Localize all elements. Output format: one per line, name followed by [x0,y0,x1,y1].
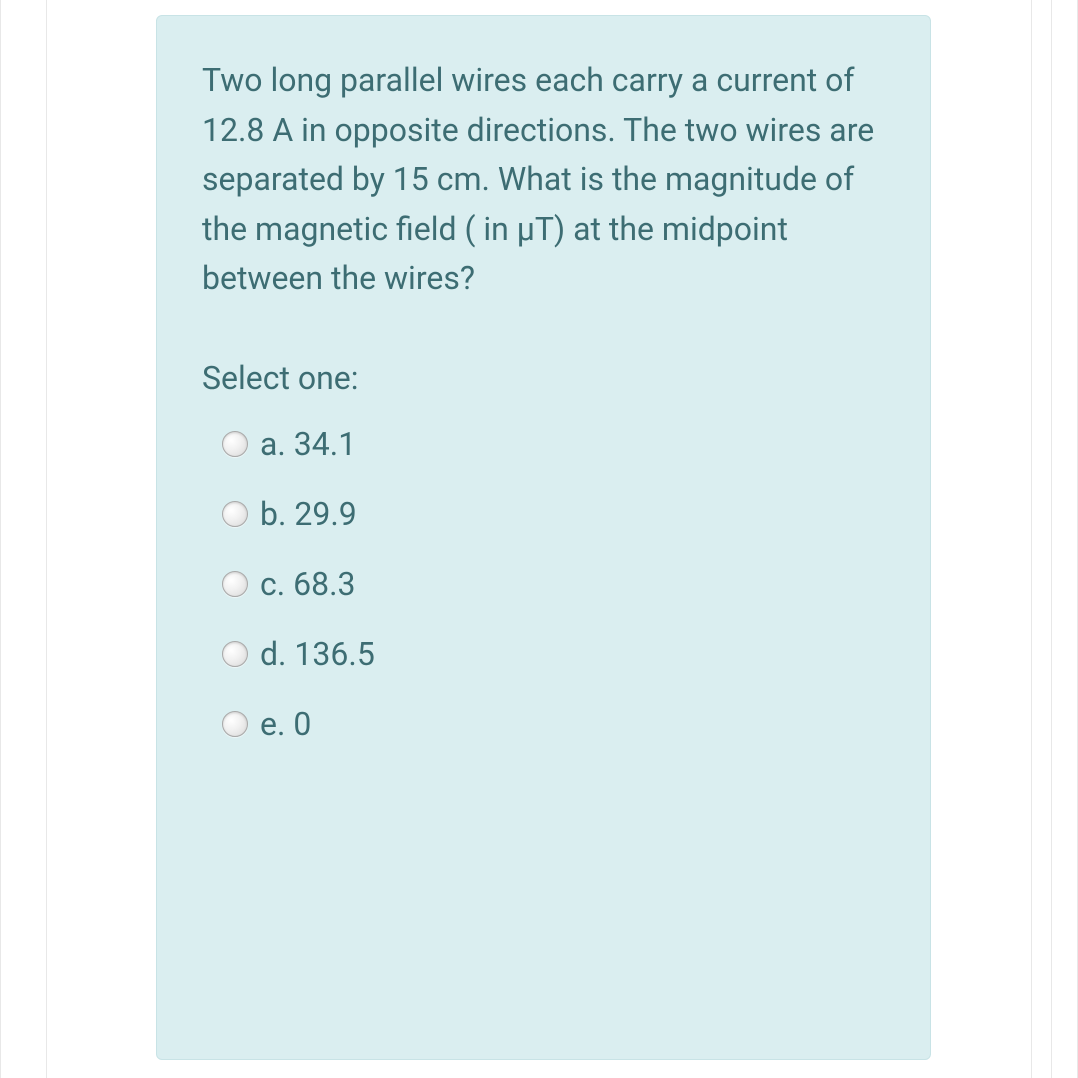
option-label: a. 34.1 [260,425,356,463]
option-label: c. 68.3 [260,565,356,603]
option-label: b. 29.9 [260,495,357,533]
option-label: e. 0 [260,705,311,743]
page-frame: Two long parallel wires each carry a cur… [0,0,1078,1078]
frame-divider-right-2 [1051,0,1052,1078]
radio-button[interactable] [222,501,248,527]
select-prompt: Select one: [202,359,885,397]
option-label: d. 136.5 [260,635,375,673]
radio-button[interactable] [222,571,248,597]
option-row-a[interactable]: a. 34.1 [222,425,885,463]
option-row-b[interactable]: b. 29.9 [222,495,885,533]
radio-button[interactable] [222,641,248,667]
option-row-d[interactable]: d. 136.5 [222,635,885,673]
option-row-e[interactable]: e. 0 [222,705,885,743]
options-list: a. 34.1 b. 29.9 c. 68.3 d. 136.5 e. 0 [202,425,885,743]
radio-button[interactable] [222,431,248,457]
question-card: Two long parallel wires each carry a cur… [156,15,931,1060]
question-text: Two long parallel wires each carry a cur… [202,56,885,304]
frame-divider-right [1031,0,1032,1078]
option-row-c[interactable]: c. 68.3 [222,565,885,603]
frame-divider-left [46,0,47,1078]
radio-button[interactable] [222,711,248,737]
